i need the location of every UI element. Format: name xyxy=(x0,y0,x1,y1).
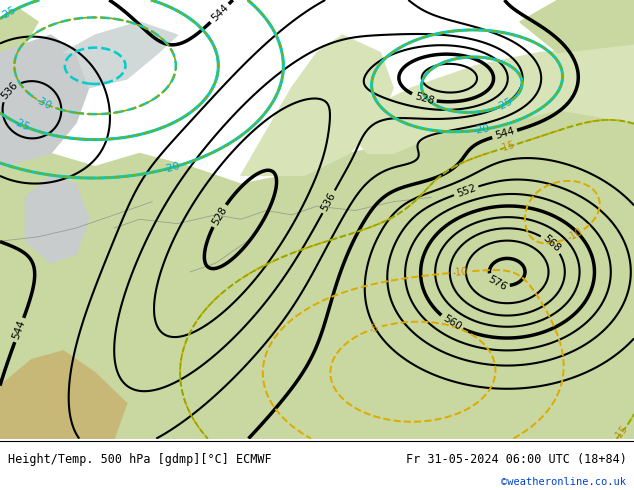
Text: -25: -25 xyxy=(495,96,515,113)
Text: 528: 528 xyxy=(210,204,229,227)
Text: -20: -20 xyxy=(472,123,491,136)
Text: -10: -10 xyxy=(452,267,469,278)
Text: -5: -5 xyxy=(368,322,380,335)
Text: 528: 528 xyxy=(413,91,435,106)
Text: 544: 544 xyxy=(11,319,27,341)
Text: Fr 31-05-2024 06:00 UTC (18+84): Fr 31-05-2024 06:00 UTC (18+84) xyxy=(406,453,626,466)
Polygon shape xyxy=(63,22,178,88)
Text: -15: -15 xyxy=(498,140,516,154)
Text: 560: 560 xyxy=(441,314,463,332)
Text: 552: 552 xyxy=(455,183,477,199)
Text: -10: -10 xyxy=(566,227,584,243)
Text: 536: 536 xyxy=(0,80,20,102)
Polygon shape xyxy=(0,9,38,52)
Polygon shape xyxy=(0,351,127,439)
Text: 536: 536 xyxy=(320,191,338,213)
Polygon shape xyxy=(0,35,89,167)
Polygon shape xyxy=(25,175,89,263)
Text: -25: -25 xyxy=(0,4,18,22)
Text: 576: 576 xyxy=(486,274,508,293)
Polygon shape xyxy=(520,0,634,52)
Text: 568: 568 xyxy=(541,233,562,254)
Text: ©weatheronline.co.uk: ©weatheronline.co.uk xyxy=(501,477,626,487)
Text: -20: -20 xyxy=(162,161,181,175)
Polygon shape xyxy=(349,44,634,153)
Text: Height/Temp. 500 hPa [gdmp][°C] ECMWF: Height/Temp. 500 hPa [gdmp][°C] ECMWF xyxy=(8,453,271,466)
Text: 544: 544 xyxy=(209,2,230,24)
Text: 544: 544 xyxy=(494,126,515,142)
Text: -30: -30 xyxy=(33,95,53,111)
Polygon shape xyxy=(0,110,634,439)
Polygon shape xyxy=(241,35,393,175)
Text: -15: -15 xyxy=(612,423,630,442)
Text: -25: -25 xyxy=(11,117,31,133)
